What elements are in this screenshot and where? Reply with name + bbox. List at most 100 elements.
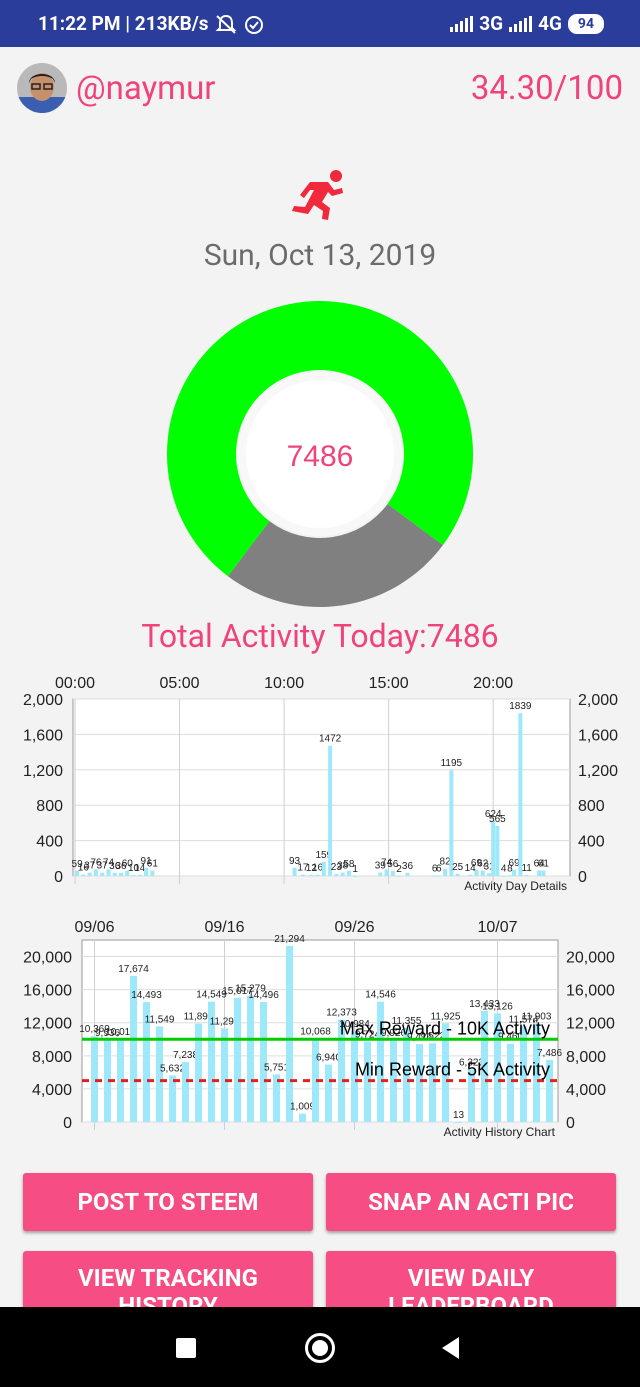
history-bar (377, 1001, 384, 1122)
history-bar-label: 21,294 (274, 934, 305, 945)
day-bar (512, 869, 517, 876)
back-icon[interactable] (442, 1337, 459, 1359)
day-bar-label: 1195 (441, 758, 463, 769)
history-bar (91, 1036, 98, 1122)
day-bar-label: 1472 (319, 734, 342, 745)
activity-date: Sun, Oct 13, 2019 (203, 238, 437, 273)
y-tick-label-right: 12,000 (566, 1016, 615, 1033)
y-tick-label-left: 1,200 (23, 763, 63, 780)
day-bar-label: 56 (387, 859, 399, 870)
day-bar (81, 874, 86, 876)
day-bar-label: 23 (331, 862, 343, 873)
notification-off-icon (215, 14, 236, 34)
battery-level: 94 (577, 15, 594, 32)
y-tick-label-left: 2,000 (23, 692, 63, 709)
day-bar (491, 820, 496, 876)
day-bar-label: 2 (396, 864, 402, 875)
history-bar (468, 1069, 475, 1122)
day-bar (150, 870, 155, 876)
history-bar (507, 1043, 514, 1122)
chart-description: Activity History Chart (444, 1125, 556, 1139)
post-to-steem-button[interactable]: POST TO STEEM (23, 1173, 313, 1231)
navigation-bar (0, 1307, 640, 1387)
day-bar (468, 874, 473, 876)
y-tick-label-left: 12,000 (23, 1016, 72, 1033)
history-bar-label: 17,674 (118, 964, 149, 975)
y-tick-label-right: 800 (578, 798, 605, 815)
day-bar-label: 91 (141, 856, 153, 867)
alarm-icon (244, 15, 263, 34)
day-bar-label: 31 (483, 861, 495, 872)
chart-description: Activity Day Details (464, 879, 567, 893)
history-bar (117, 1039, 124, 1122)
day-bar (309, 874, 314, 876)
history-bar-label: 9,724 (355, 1030, 380, 1041)
day-bar-label: 25 (452, 862, 464, 873)
history-bar-label: 13,433 (469, 999, 500, 1010)
day-bar-label: 37 (97, 861, 109, 872)
recent-apps-icon[interactable] (176, 1338, 196, 1358)
day-bar (384, 869, 389, 876)
avatar[interactable] (17, 63, 67, 113)
history-bar-label: 15,279 (235, 984, 266, 995)
history-bar-label: 15,017 (222, 986, 253, 997)
day-bar-label: 6 (436, 863, 442, 874)
history-bar (442, 1023, 449, 1122)
y-tick-label-left: 0 (63, 1115, 72, 1132)
reference-line-label: Min Reward - 5K Activity (355, 1060, 550, 1080)
day-bar-label: 61 (538, 859, 550, 870)
day-bar (328, 745, 333, 876)
day-bar (449, 770, 454, 876)
day-bar (537, 870, 542, 876)
history-bar-label: 6,323 (459, 1058, 484, 1069)
snap-activity-pic-button[interactable]: SNAP AN ACTI PIC (326, 1173, 616, 1231)
day-bar-label: 38 (337, 861, 349, 872)
history-bar-label: 11,355 (392, 1016, 422, 1027)
day-bar-label: 36 (402, 861, 414, 872)
day-bar (541, 870, 546, 876)
day-bar-label: 60 (122, 859, 134, 870)
home-icon[interactable] (305, 1333, 335, 1363)
y-tick-label-right: 1,600 (578, 727, 618, 744)
signal-icon-2 (509, 15, 533, 32)
day-bar (474, 869, 479, 876)
history-bar-label: 11,574 (509, 1014, 539, 1025)
history-bar-label: 11,897 (184, 1012, 214, 1023)
day-chart-axes: 0 0 400 400 800 800 1,200 1,200 1,600 1,600 2,000 2… (23, 675, 618, 893)
profile-header: @naymur 34.30/100 (0, 47, 640, 132)
day-chart-grid (72, 698, 571, 884)
history-bar (182, 1062, 189, 1122)
history-bar (416, 1044, 423, 1122)
x-tick-label: 20:00 (473, 675, 513, 692)
status-bar: 11:22 PM | 213KB/s 3G 4G 94 (0, 0, 640, 47)
day-bar (480, 870, 485, 876)
history-bar (221, 1028, 228, 1122)
y-tick-label-right: 4,000 (566, 1082, 606, 1099)
day-bar (292, 867, 297, 876)
history-bar (195, 1023, 202, 1122)
history-bar-label: 11,549 (145, 1014, 175, 1025)
day-bar (507, 875, 512, 877)
history-bar (260, 1002, 267, 1122)
x-tick-label: 10:00 (264, 675, 304, 692)
day-bar (75, 870, 80, 876)
history-bar-label: 14,496 (248, 990, 279, 1001)
day-bar (495, 825, 500, 876)
day-bar-label: 8 (507, 863, 513, 874)
history-bar-label: 12,373 (326, 1008, 357, 1019)
day-bar-label: 11 (521, 863, 532, 874)
day-bar (455, 873, 460, 876)
day-bar-label: 61 (147, 859, 159, 870)
history-bar-label: 10,984 (339, 1019, 370, 1030)
history-bar (325, 1064, 332, 1122)
day-bar (378, 872, 383, 876)
running-person-icon (292, 170, 343, 220)
day-bar (300, 874, 305, 876)
day-bar (443, 868, 448, 876)
day-bar-label: 59 (72, 859, 84, 870)
day-bar-label: 14 (465, 863, 477, 874)
day-bar-label: 12 (306, 863, 318, 874)
day-bar (119, 872, 123, 876)
y-tick-label-left: 8,000 (32, 1049, 72, 1066)
